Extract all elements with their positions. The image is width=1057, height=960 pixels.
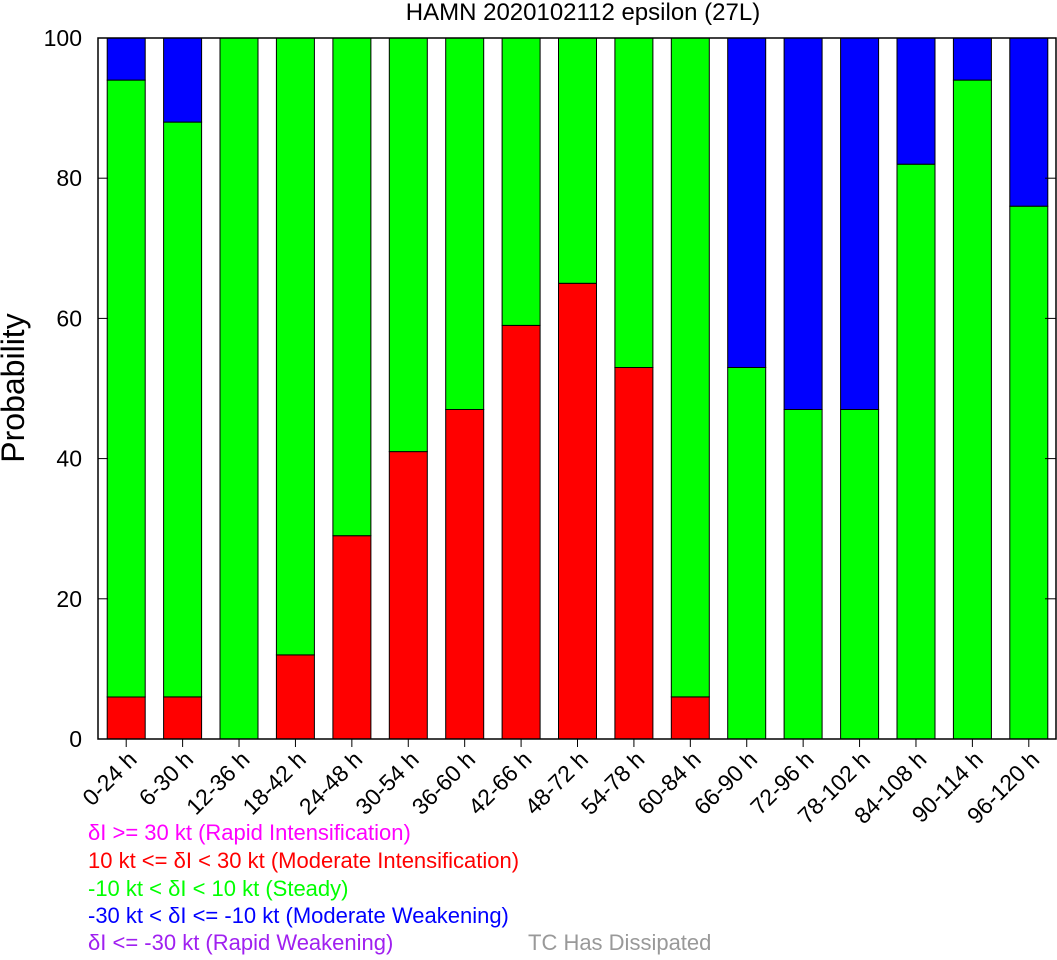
bar-segment-90-114h-s2	[952, 37, 992, 81]
bar-segment-84-108h-s1	[896, 163, 936, 740]
bar-segment-42-66h-s1	[501, 37, 541, 326]
bar-segment-30-54h-s0	[388, 451, 428, 740]
bar-segment-18-42h-s1	[275, 37, 315, 656]
y-tick-label: 80	[56, 165, 82, 191]
bar-segment-0-24h-s1	[106, 79, 146, 698]
bar-segment-72-96h-s1	[783, 409, 823, 740]
bar-segment-6-30h-s0	[163, 696, 203, 740]
bar-segment-96-120h-s2	[1009, 37, 1049, 207]
bar-segment-18-42h-s0	[275, 654, 315, 740]
bar-segment-48-72h-s1	[558, 37, 597, 284]
bar-segment-0-24h-s0	[106, 696, 146, 740]
y-tick-label: 60	[56, 305, 82, 331]
y-tick-label: 20	[56, 586, 82, 612]
bar-segment-78-102h-s1	[840, 409, 880, 740]
x-tick-label: 0-24 h	[77, 746, 142, 811]
bar-segment-6-30h-s1	[163, 121, 203, 698]
legend-steady: -10 kt < δI < 10 kt (Steady)	[88, 876, 349, 901]
bar-segment-54-78h-s1	[614, 37, 654, 368]
plot-frame	[97, 37, 1057, 740]
bar-segment-30-54h-s1	[388, 37, 428, 453]
bars-group	[106, 37, 1049, 740]
bar-segment-96-120h-s1	[1009, 205, 1049, 740]
bar-segment-60-84h-s0	[670, 696, 710, 740]
bar-segment-84-108h-s2	[896, 37, 936, 165]
bar-segment-66-90h-s1	[727, 367, 767, 740]
bar-segment-90-114h-s1	[952, 79, 992, 740]
y-tick-label: 40	[56, 446, 82, 472]
bar-segment-24-48h-s0	[332, 535, 372, 740]
legend-dissipated: TC Has Dissipated	[528, 930, 712, 955]
bar-segment-48-72h-s0	[558, 282, 597, 740]
y-tick-label: 100	[44, 25, 82, 51]
bar-segment-0-24h-s2	[106, 37, 146, 81]
bar-segment-66-90h-s2	[727, 37, 767, 368]
bar-segment-78-102h-s2	[840, 37, 880, 410]
bar-segment-12-36h-s1	[219, 37, 259, 740]
y-tick-label: 0	[69, 726, 82, 752]
bar-segment-24-48h-s1	[332, 37, 372, 537]
bar-segment-36-60h-s1	[445, 37, 485, 410]
bar-segment-42-66h-s0	[501, 324, 541, 740]
legend-moderate-weakening: -30 kt < δI <= -10 kt (Moderate Weakenin…	[88, 903, 509, 928]
legend-rapid-intensification: δI >= 30 kt (Rapid Intensification)	[88, 820, 411, 845]
bar-segment-36-60h-s0	[445, 409, 485, 740]
bar-segment-72-96h-s2	[783, 37, 823, 410]
bar-segment-6-30h-s2	[163, 37, 203, 123]
bar-segment-54-78h-s0	[614, 367, 654, 740]
legend-rapid-weakening: δI <= -30 kt (Rapid Weakening)	[88, 930, 394, 955]
legend-moderate-intensification: 10 kt <= δI < 30 kt (Moderate Intensific…	[88, 848, 520, 873]
bar-segment-60-84h-s1	[670, 37, 710, 698]
chart-title: HAMN 2020102112 epsilon (27L)	[406, 0, 760, 26]
y-axis-label: Probability	[0, 313, 31, 462]
